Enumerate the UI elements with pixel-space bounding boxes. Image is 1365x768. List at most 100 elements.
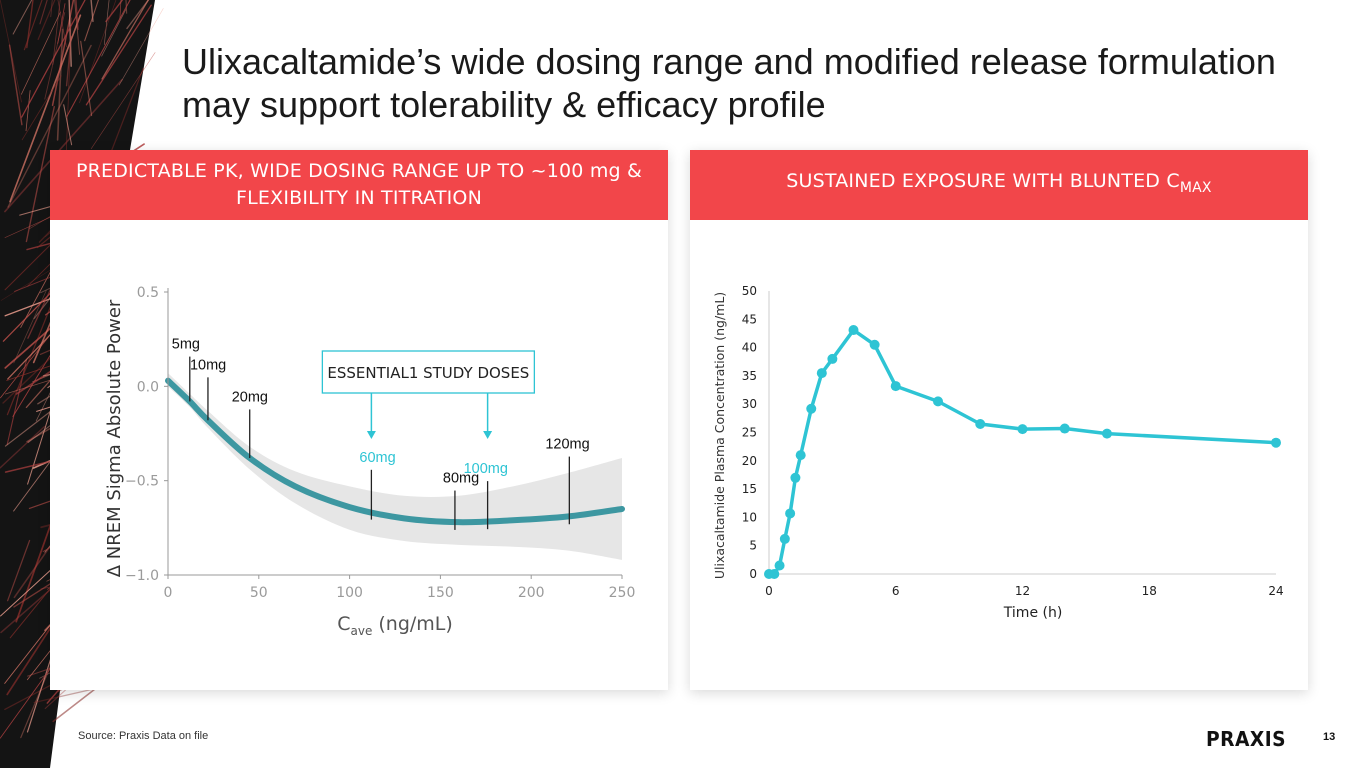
x-tick-label: 0 [164, 585, 173, 601]
fiber-strand [51, 0, 75, 107]
fiber-strand [12, 0, 33, 35]
pk-dosing-panel-header: PREDICTABLE PK, WIDE DOSING RANGE UP TO … [50, 150, 668, 220]
fiber-strand [39, 0, 48, 25]
fiber-strand [63, 104, 73, 146]
y-tick-label: 0.5 [137, 285, 159, 301]
fiber-strand [52, 0, 61, 66]
fiber-strand [110, 67, 144, 154]
fiber-strand [80, 40, 93, 117]
praxis-logo-text: PRAXIS [1206, 727, 1286, 751]
data-point [795, 450, 806, 461]
y-tick-label: 5 [749, 539, 757, 553]
exposure-panel: SUSTAINED EXPOSURE WITH BLUNTED CMAX 0 5 1… [690, 150, 1308, 690]
study-dose-arrowhead [366, 431, 376, 439]
pk-header-line1: PREDICTABLE PK, WIDE DOSING RANGE UP TO … [75, 160, 643, 182]
fiber-strand [101, 9, 127, 57]
y-tick-label: −1.0 [125, 568, 159, 584]
exposure-header-main: SUSTAINED EXPOSURE WITH BLUNTED C [786, 170, 1180, 193]
fiber-strand [57, 0, 67, 48]
y-tick-label: 25 [742, 426, 757, 440]
fiber-strand [0, 660, 56, 739]
y-axis-label: Δ NREM Sigma Absolute Power [104, 299, 125, 577]
data-point [1102, 428, 1112, 439]
fiber-strand [125, 0, 128, 14]
study-doses-box [321, 350, 536, 394]
x-axis-label: Cave (ng/mL) [337, 613, 453, 638]
data-point [848, 325, 859, 336]
x-tick-label: 18 [1142, 584, 1157, 598]
slide-title-line1: Ulixacaltamide’s wide dosing range and m… [182, 41, 1276, 82]
data-point [890, 381, 901, 392]
y-tick-label: 50 [742, 284, 757, 298]
fiber-strand [44, 12, 66, 100]
x-axis-label: Time (h) [1003, 605, 1063, 621]
dose-label: 10mg [190, 357, 226, 373]
fiber-strand [118, 8, 164, 86]
data-point [779, 533, 790, 544]
fiber-strand [66, 17, 72, 152]
y-tick-label: 0.0 [137, 379, 159, 395]
data-point [975, 419, 986, 430]
exposure-header-sub: MAX [1179, 179, 1212, 196]
fiber-strand [25, 90, 31, 132]
fiber-strand [90, 52, 156, 150]
fiber-strand [7, 44, 92, 208]
exposure-panel-header: SUSTAINED EXPOSURE WITH BLUNTED CMAX [690, 150, 1308, 220]
data-point [790, 472, 801, 483]
x-tick-label: 0 [765, 584, 773, 598]
pk-header-line2: FLEXIBILITY IN TITRATION [235, 187, 483, 209]
y-tick-label: 20 [742, 454, 757, 468]
fiber-strand [25, 105, 55, 243]
y-tick-label: 45 [742, 312, 757, 326]
x-tick-label: 6 [892, 584, 900, 598]
data-point [769, 569, 780, 579]
data-point [869, 339, 880, 350]
x-tick-label: 100 [336, 585, 363, 601]
nrem-sigma-chart: 0.5 0.0 −0.5 −1.0 0 50 100 150 200 250 Cave (ng/mL… [104, 285, 635, 638]
data-point [785, 508, 796, 519]
fiber-strand [8, 44, 23, 126]
study-doses-label: ESSENTIAL1 STUDY DOSES [327, 364, 529, 382]
fiber-strand [74, 0, 81, 55]
x-tick-label: 150 [427, 585, 454, 601]
fiber-strand [90, 0, 94, 23]
study-dose-arrowhead [483, 431, 493, 439]
fiber-strand [21, 0, 86, 118]
pk-dosing-panel: PREDICTABLE PK, WIDE DOSING RANGE UP TO … [50, 150, 668, 690]
x-tick-label: 200 [518, 585, 545, 601]
x-tick-label: 24 [1268, 584, 1283, 598]
data-point [1059, 423, 1070, 434]
y-tick-label: 15 [742, 482, 757, 496]
slide-title-line2: may support tolerability & efficacy prof… [182, 84, 826, 125]
fiber-strand [23, 0, 43, 51]
fiber-strand [105, 0, 124, 23]
dose-label: 60mg [359, 450, 395, 466]
data-point [774, 560, 785, 571]
fiber-strand [37, 0, 56, 41]
dose-label: 120mg [545, 437, 589, 453]
dose-label: 100mg [464, 461, 508, 477]
fiber-strand [79, 0, 117, 104]
praxis-logo: PRAXIS [1206, 727, 1286, 751]
slide-title: Ulixacaltamide’s wide dosing range and m… [182, 40, 1302, 126]
data-point [806, 403, 817, 414]
fiber-strand [66, 0, 131, 117]
y-tick-label: 30 [742, 397, 757, 411]
fiber-strand [4, 78, 123, 213]
fiber-strand [26, 0, 34, 49]
source-note: Source: Praxis Data on file [78, 730, 209, 742]
data-point [827, 353, 838, 364]
fiber-strand [50, 0, 53, 18]
fit-line [165, 377, 625, 526]
confidence-band [168, 373, 622, 560]
plasma-concentration-chart: 0 5 10 15 20 25 30 35 40 45 50 0 6 12 18 24 Time (h) Ulix… [712, 284, 1284, 621]
fiber-strand [68, 0, 72, 67]
y-axis-label: Ulixacaltamide Plasma Concentration (ng/… [712, 292, 727, 579]
x-tick-label: 12 [1015, 584, 1030, 598]
dose-label: 5mg [172, 337, 200, 353]
fiber-strand [75, 0, 79, 30]
fiber-strand [84, 0, 100, 42]
fiber-strand [21, 75, 62, 141]
data-point [816, 368, 827, 379]
fiber-strand [9, 14, 82, 203]
